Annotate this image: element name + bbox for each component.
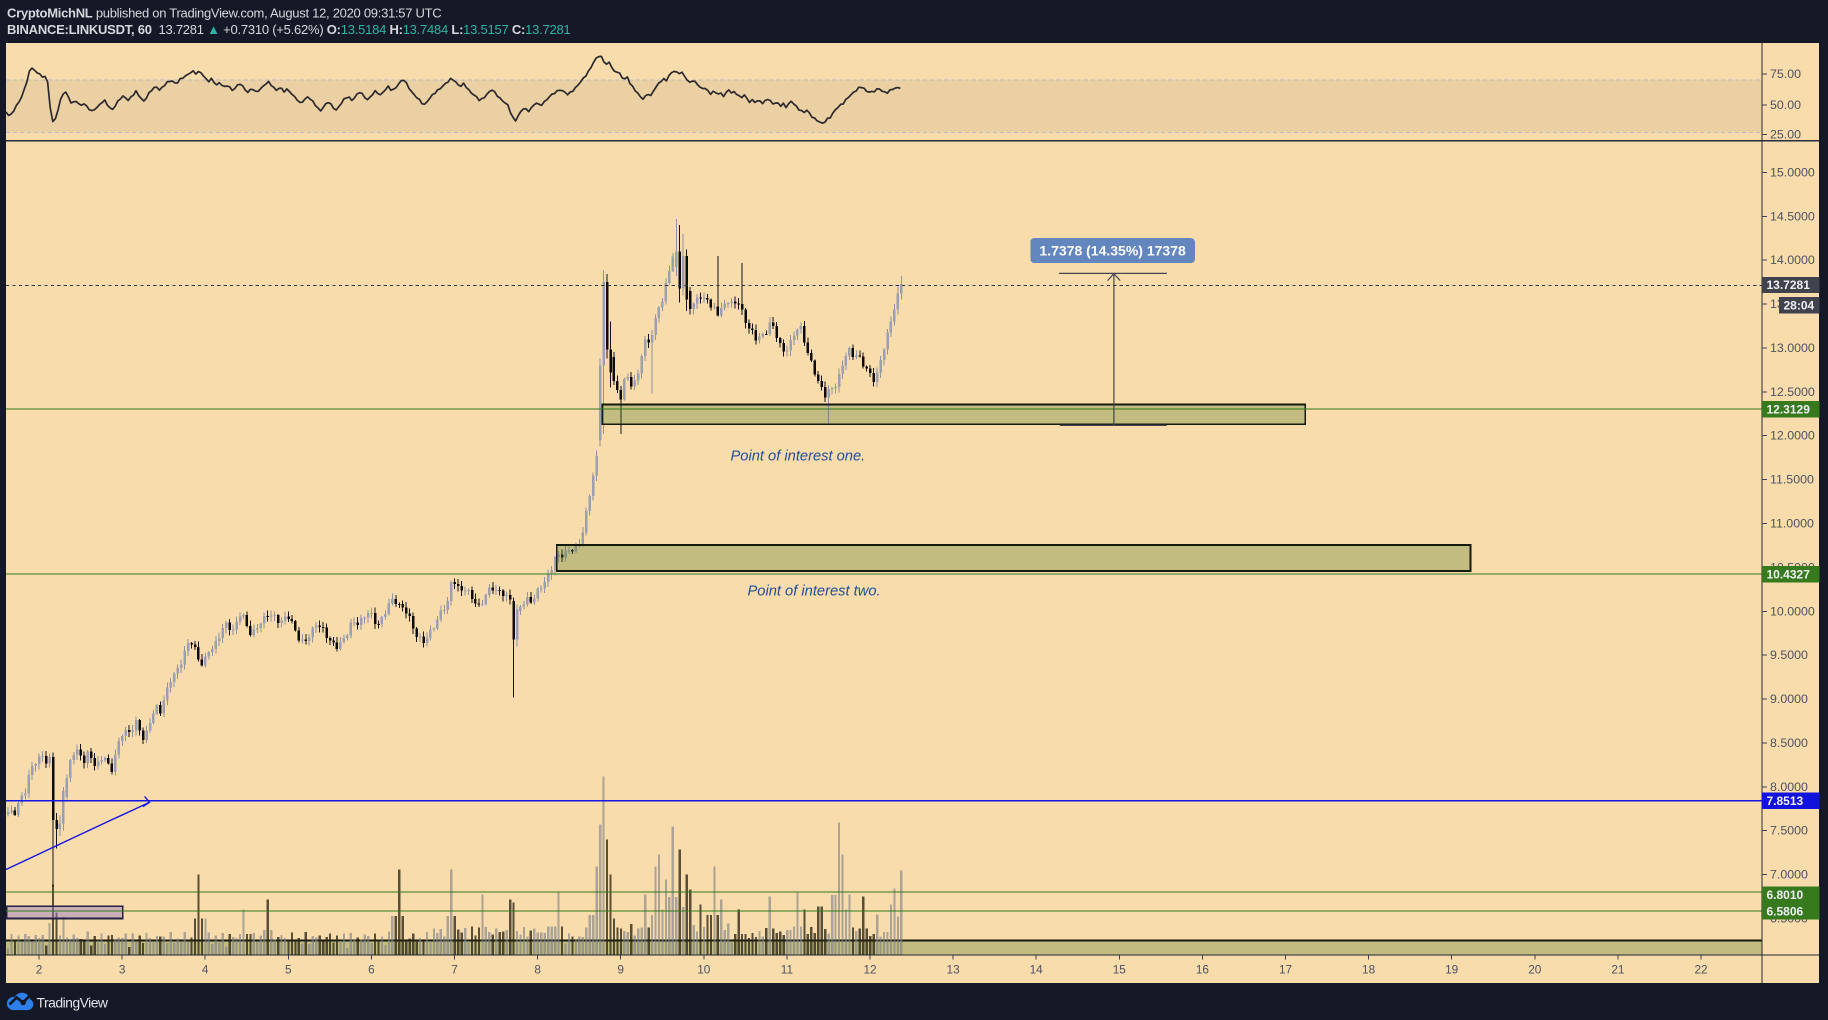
svg-text:22: 22 xyxy=(1694,963,1707,977)
svg-text:TradingView: TradingView xyxy=(37,995,109,1011)
svg-text:14: 14 xyxy=(1030,963,1044,977)
svg-text:17: 17 xyxy=(1279,963,1292,977)
svg-text:12.0000: 12.0000 xyxy=(1770,429,1815,443)
svg-text:9.5000: 9.5000 xyxy=(1770,648,1808,662)
svg-text:12: 12 xyxy=(863,963,876,977)
svg-text:12.5000: 12.5000 xyxy=(1770,385,1815,399)
svg-text:21: 21 xyxy=(1611,963,1624,977)
svg-text:28:04: 28:04 xyxy=(1784,299,1815,313)
svg-text:6.8010: 6.8010 xyxy=(1767,888,1804,902)
svg-text:10.4327: 10.4327 xyxy=(1767,568,1811,582)
svg-text:15: 15 xyxy=(1113,963,1127,977)
svg-text:12.3129: 12.3129 xyxy=(1767,402,1811,416)
svg-text:CryptoMichNL published on Trad: CryptoMichNL published on TradingView.co… xyxy=(7,6,441,21)
svg-text:19: 19 xyxy=(1445,963,1458,977)
svg-text:6.5806: 6.5806 xyxy=(1767,905,1804,919)
svg-text:9: 9 xyxy=(617,963,624,977)
svg-text:7: 7 xyxy=(451,963,458,977)
svg-text:7.5000: 7.5000 xyxy=(1770,824,1808,838)
svg-text:20: 20 xyxy=(1528,963,1542,977)
svg-text:Point of interest two.: Point of interest two. xyxy=(748,583,881,599)
svg-text:13: 13 xyxy=(947,963,961,977)
svg-text:8: 8 xyxy=(534,963,541,977)
svg-text:50.00: 50.00 xyxy=(1770,98,1801,112)
svg-text:13.0000: 13.0000 xyxy=(1770,341,1815,355)
svg-text:Point of interest one.: Point of interest one. xyxy=(731,448,866,464)
svg-text:4: 4 xyxy=(202,963,209,977)
svg-text:18: 18 xyxy=(1362,963,1376,977)
svg-text:6: 6 xyxy=(368,963,375,977)
svg-text:BINANCE:LINKUSDT, 60 13.7281: BINANCE:LINKUSDT, 60 13.7281 ▲ +0.7310 (… xyxy=(7,22,570,37)
svg-text:11.0000: 11.0000 xyxy=(1770,517,1814,531)
svg-text:2: 2 xyxy=(36,963,43,977)
svg-text:11: 11 xyxy=(781,963,793,977)
svg-text:7.0000: 7.0000 xyxy=(1770,868,1808,882)
svg-text:8.0000: 8.0000 xyxy=(1770,780,1808,794)
svg-text:25.00: 25.00 xyxy=(1770,128,1801,142)
svg-text:3: 3 xyxy=(119,963,126,977)
svg-text:75.00: 75.00 xyxy=(1770,67,1801,81)
svg-text:14.0000: 14.0000 xyxy=(1770,253,1815,267)
svg-text:9.0000: 9.0000 xyxy=(1770,692,1808,706)
svg-text:13.7281: 13.7281 xyxy=(1767,278,1811,292)
svg-text:10: 10 xyxy=(697,963,711,977)
svg-text:16: 16 xyxy=(1196,963,1210,977)
svg-text:7.8513: 7.8513 xyxy=(1767,794,1804,808)
svg-text:5: 5 xyxy=(285,963,292,977)
svg-text:15.0000: 15.0000 xyxy=(1770,165,1815,179)
svg-text:11.5000: 11.5000 xyxy=(1770,473,1814,487)
svg-text:14.5000: 14.5000 xyxy=(1770,209,1815,223)
svg-text:1.7378 (14.35%) 17378: 1.7378 (14.35%) 17378 xyxy=(1039,243,1186,259)
svg-text:10.0000: 10.0000 xyxy=(1770,604,1815,618)
svg-text:8.5000: 8.5000 xyxy=(1770,736,1808,750)
